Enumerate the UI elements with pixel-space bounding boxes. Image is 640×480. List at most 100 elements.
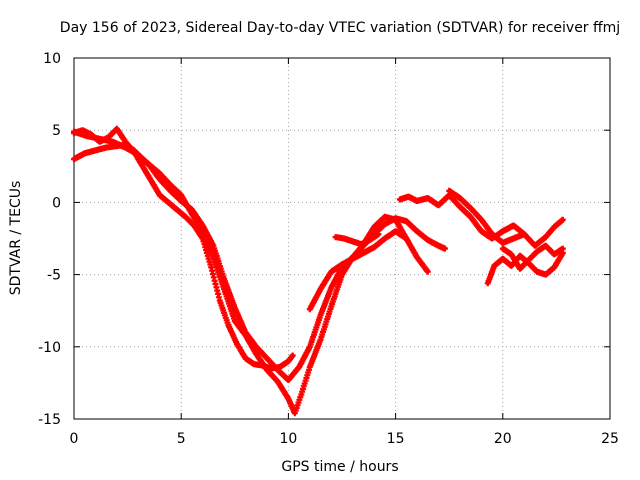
data-point — [468, 215, 473, 219]
series-markers — [71, 128, 448, 383]
data-point — [329, 269, 334, 274]
data-point — [393, 229, 398, 234]
data-point — [329, 285, 334, 290]
data-point — [308, 345, 312, 349]
data-point — [522, 232, 527, 236]
data-point — [243, 330, 248, 335]
data-point — [447, 189, 452, 193]
data-point — [526, 258, 531, 262]
data-point — [492, 264, 497, 268]
data-point — [368, 238, 372, 242]
data-point — [329, 304, 334, 309]
data-point — [140, 164, 145, 169]
data-point — [275, 379, 280, 384]
x-axis-tick-labels: 0 5 10 15 20 25 — [70, 431, 619, 447]
x-tick-label: 25 — [601, 431, 619, 447]
data-point — [543, 235, 548, 239]
data-point — [110, 139, 115, 144]
data-point — [398, 197, 402, 202]
y-tick-label: 0 — [52, 195, 61, 211]
x-tick-label: 5 — [177, 431, 186, 447]
series-arc-2 — [71, 141, 431, 417]
data-point — [511, 236, 516, 241]
data-point — [179, 193, 183, 197]
x-axis-label: GPS time / hours — [281, 459, 398, 475]
data-point — [275, 368, 280, 372]
data-point — [458, 196, 462, 200]
series-markers — [71, 125, 296, 372]
data-point — [82, 151, 87, 156]
data-point — [123, 145, 128, 150]
data-point — [168, 189, 173, 193]
data-point — [179, 199, 183, 203]
data-point — [254, 352, 259, 356]
data-point — [233, 319, 237, 323]
y-axis-label: SDTVAR / TECUs — [8, 181, 24, 296]
data-point — [85, 134, 89, 138]
data-point — [136, 152, 141, 157]
data-point — [222, 277, 226, 281]
series-markers — [71, 141, 431, 417]
data-point — [293, 411, 297, 416]
data-point — [458, 204, 462, 209]
data-point — [415, 199, 419, 203]
data-point — [443, 246, 447, 251]
data-point — [72, 157, 76, 161]
data-point — [393, 216, 398, 221]
data-point — [157, 177, 162, 182]
series-arc-1 — [71, 125, 296, 372]
data-point — [543, 272, 548, 277]
data-point — [372, 225, 376, 229]
data-point — [286, 378, 291, 382]
data-point — [149, 178, 153, 183]
data-point — [518, 267, 522, 271]
data-point — [436, 243, 441, 248]
data-point — [192, 223, 196, 228]
data-point — [543, 243, 548, 248]
data-point — [318, 337, 323, 342]
series-arc-5 — [332, 231, 382, 248]
data-point — [361, 251, 366, 255]
data-point — [501, 241, 505, 245]
data-point — [350, 256, 355, 261]
data-point — [175, 207, 179, 212]
data-point — [425, 269, 430, 274]
data-point — [415, 229, 419, 234]
data-point — [115, 126, 119, 131]
data-point — [415, 255, 419, 260]
data-point — [190, 207, 194, 212]
data-point — [490, 232, 494, 236]
data-point — [290, 353, 295, 358]
data-point — [297, 365, 301, 369]
data-point — [535, 249, 539, 254]
data-point — [552, 225, 557, 229]
data-point — [501, 246, 505, 251]
data-point — [252, 362, 256, 366]
data-point — [404, 236, 409, 241]
data-point — [265, 356, 269, 361]
data-point — [533, 243, 537, 248]
data-point — [561, 246, 565, 251]
data-point — [340, 262, 344, 267]
data-point — [383, 236, 387, 241]
x-tick-label: 15 — [387, 431, 405, 447]
data-point — [425, 238, 430, 242]
data-point — [552, 265, 557, 270]
data-point — [479, 229, 484, 234]
y-tick-label: 10 — [43, 51, 61, 67]
data-point — [254, 345, 259, 349]
y-tick-label: -10 — [38, 340, 61, 356]
data-point — [436, 203, 441, 208]
data-point — [233, 306, 237, 310]
data-point — [217, 298, 222, 303]
data-point — [404, 219, 409, 223]
x-tick-label: 10 — [279, 431, 297, 447]
data-point — [104, 145, 108, 150]
data-point — [211, 243, 216, 248]
data-point — [383, 222, 387, 226]
data-point — [299, 392, 304, 397]
data-point — [372, 245, 376, 249]
series-arc-4 — [306, 228, 410, 313]
data-point — [552, 252, 557, 257]
